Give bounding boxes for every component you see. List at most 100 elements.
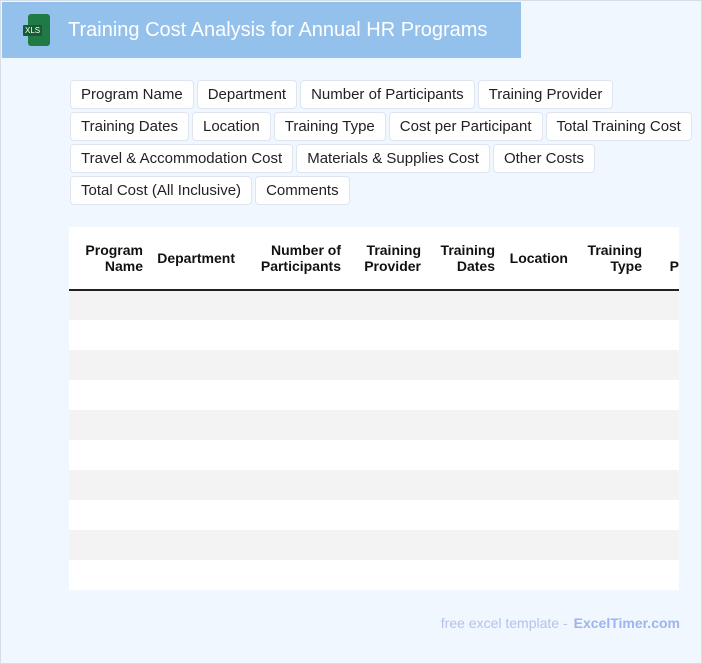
table-cell[interactable]: [648, 530, 679, 560]
table-cell[interactable]: [427, 440, 501, 470]
column-tag[interactable]: Travel & Accommodation Cost: [70, 144, 294, 173]
table-cell[interactable]: [427, 410, 501, 440]
table-cell[interactable]: [427, 500, 501, 530]
table-cell[interactable]: [574, 470, 648, 500]
table-cell[interactable]: [574, 410, 648, 440]
table-cell[interactable]: [574, 290, 648, 320]
table-cell[interactable]: [648, 380, 679, 410]
footer-brand-link[interactable]: ExcelTimer.com: [573, 615, 680, 631]
table-cell[interactable]: [648, 410, 679, 440]
table-cell[interactable]: [241, 320, 347, 350]
table-cell[interactable]: [69, 440, 149, 470]
table-cell[interactable]: [347, 290, 427, 320]
table-cell[interactable]: [241, 380, 347, 410]
table-cell[interactable]: [501, 350, 574, 380]
table-cell[interactable]: [69, 410, 149, 440]
table-cell[interactable]: [241, 290, 347, 320]
table-cell[interactable]: [149, 530, 241, 560]
table-cell[interactable]: [648, 500, 679, 530]
table-cell[interactable]: [648, 350, 679, 380]
table-cell[interactable]: [574, 320, 648, 350]
column-tag[interactable]: Training Provider: [477, 80, 614, 109]
table-cell[interactable]: [69, 470, 149, 500]
column-tag[interactable]: Cost per Participant: [388, 112, 543, 141]
table-cell[interactable]: [241, 410, 347, 440]
table-cell[interactable]: [574, 560, 648, 590]
table-cell[interactable]: [427, 320, 501, 350]
table-cell[interactable]: [241, 530, 347, 560]
table-cell[interactable]: [149, 320, 241, 350]
column-tag[interactable]: Total Cost (All Inclusive): [70, 176, 253, 205]
table-cell[interactable]: [347, 470, 427, 500]
table-row: [69, 350, 679, 380]
table-cell[interactable]: [69, 350, 149, 380]
table-cell[interactable]: [241, 470, 347, 500]
column-header: Department: [149, 227, 241, 291]
table-cell[interactable]: [648, 440, 679, 470]
column-tag[interactable]: Total Training Cost: [545, 112, 692, 141]
table-cell[interactable]: [427, 530, 501, 560]
table-cell[interactable]: [149, 500, 241, 530]
table-cell[interactable]: [69, 380, 149, 410]
table-cell[interactable]: [347, 380, 427, 410]
table-cell[interactable]: [501, 320, 574, 350]
table-cell[interactable]: [574, 530, 648, 560]
column-tag[interactable]: Training Type: [273, 112, 386, 141]
table-cell[interactable]: [69, 560, 149, 590]
table-cell[interactable]: [69, 530, 149, 560]
column-tag[interactable]: Materials & Supplies Cost: [296, 144, 490, 173]
table-cell[interactable]: [241, 350, 347, 380]
data-table: Program Name Department Number of Particip…: [69, 227, 679, 590]
table-cell[interactable]: [427, 350, 501, 380]
table-cell[interactable]: [347, 500, 427, 530]
table-cell[interactable]: [149, 410, 241, 440]
table-cell[interactable]: [501, 410, 574, 440]
table-cell[interactable]: [69, 290, 149, 320]
table-cell[interactable]: [241, 500, 347, 530]
table-cell[interactable]: [69, 500, 149, 530]
column-tag[interactable]: Department: [196, 80, 298, 109]
table-cell[interactable]: [149, 290, 241, 320]
table-cell[interactable]: [347, 410, 427, 440]
table-cell[interactable]: [501, 560, 574, 590]
column-header: Program Name: [69, 227, 149, 291]
table-cell[interactable]: [69, 320, 149, 350]
table-cell[interactable]: [149, 380, 241, 410]
column-tag[interactable]: Program Name: [70, 80, 194, 109]
table-cell[interactable]: [427, 380, 501, 410]
table-cell[interactable]: [347, 530, 427, 560]
table-cell[interactable]: [501, 470, 574, 500]
table-cell[interactable]: [574, 350, 648, 380]
table-cell[interactable]: [648, 560, 679, 590]
table-cell[interactable]: [574, 500, 648, 530]
table-cell[interactable]: [501, 440, 574, 470]
table-cell[interactable]: [574, 440, 648, 470]
table-cell[interactable]: [149, 470, 241, 500]
table-cell[interactable]: [574, 380, 648, 410]
table-cell[interactable]: [427, 560, 501, 590]
column-tag[interactable]: Training Dates: [70, 112, 189, 141]
table-cell[interactable]: [347, 350, 427, 380]
table-cell[interactable]: [149, 350, 241, 380]
table-cell[interactable]: [347, 320, 427, 350]
column-tag[interactable]: Location: [192, 112, 271, 141]
table-cell[interactable]: [648, 320, 679, 350]
table-cell[interactable]: [241, 560, 347, 590]
column-tag[interactable]: Number of Participants: [300, 80, 475, 109]
table-cell[interactable]: [648, 290, 679, 320]
table-cell[interactable]: [149, 560, 241, 590]
table-cell[interactable]: [501, 500, 574, 530]
table-cell[interactable]: [427, 290, 501, 320]
table-cell[interactable]: [648, 470, 679, 500]
column-tag[interactable]: Other Costs: [492, 144, 595, 173]
table-cell[interactable]: [427, 470, 501, 500]
table-cell[interactable]: [347, 440, 427, 470]
table-cell[interactable]: [347, 560, 427, 590]
column-tag[interactable]: Comments: [255, 176, 350, 205]
table-cell[interactable]: [501, 530, 574, 560]
table-cell[interactable]: [241, 440, 347, 470]
column-header: Cost per Participant: [648, 227, 679, 291]
table-cell[interactable]: [501, 380, 574, 410]
table-cell[interactable]: [501, 290, 574, 320]
table-cell[interactable]: [149, 440, 241, 470]
